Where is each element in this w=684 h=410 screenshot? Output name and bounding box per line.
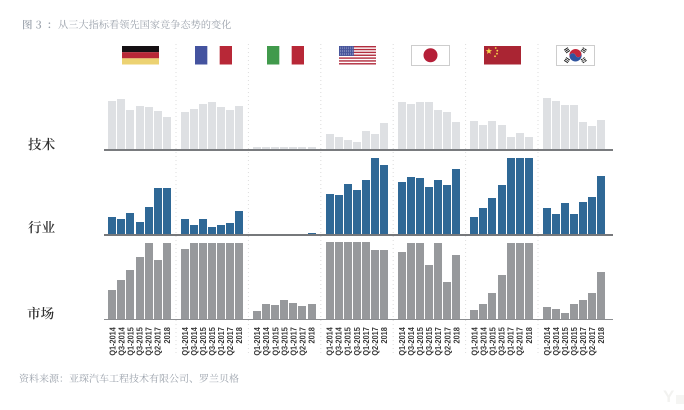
- svg-text:Q1-2014: Q1-2014: [398, 326, 407, 355]
- svg-text:Q3-2015: Q3-2015: [353, 327, 362, 355]
- svg-text:Q3-2015: Q3-2015: [570, 327, 579, 355]
- svg-text:Q1-2014: Q1-2014: [470, 326, 479, 355]
- svg-text:Q3-2014: Q3-2014: [262, 326, 271, 355]
- svg-text:Q1-2015: Q1-2015: [488, 327, 497, 355]
- svg-text:Q1-2017: Q1-2017: [506, 327, 515, 355]
- svg-text:Q3-2015: Q3-2015: [425, 327, 434, 355]
- svg-text:Q3-2015: Q3-2015: [280, 327, 289, 355]
- svg-text:2018: 2018: [163, 327, 172, 343]
- svg-text:Q2-2017: Q2-2017: [588, 327, 597, 355]
- svg-text:Q1-2015: Q1-2015: [343, 327, 352, 355]
- svg-text:Q1-2015: Q1-2015: [126, 327, 135, 355]
- svg-text:2018: 2018: [525, 327, 534, 343]
- svg-text:Q3-2014: Q3-2014: [190, 326, 199, 355]
- svg-text:Q1-2014: Q1-2014: [181, 326, 190, 355]
- svg-text:Q1-2015: Q1-2015: [416, 327, 425, 355]
- svg-text:Q3-2014: Q3-2014: [117, 326, 126, 355]
- svg-text:Q3-2014: Q3-2014: [479, 326, 488, 355]
- svg-text:Q3-2014: Q3-2014: [407, 326, 416, 355]
- svg-text:Q3-2015: Q3-2015: [135, 327, 144, 355]
- svg-text:Q1-2017: Q1-2017: [579, 327, 588, 355]
- svg-text:Q1-2014: Q1-2014: [108, 326, 117, 355]
- svg-text:2018: 2018: [307, 327, 316, 343]
- svg-text:2018: 2018: [597, 327, 606, 343]
- svg-text:Q3-2015: Q3-2015: [208, 327, 217, 355]
- svg-text:2018: 2018: [235, 327, 244, 343]
- svg-text:2018: 2018: [452, 327, 461, 343]
- svg-text:Q1-2014: Q1-2014: [543, 326, 552, 355]
- svg-text:Q1-2015: Q1-2015: [271, 327, 280, 355]
- svg-text:Q3-2014: Q3-2014: [334, 326, 343, 355]
- svg-text:Q2-2017: Q2-2017: [298, 327, 307, 355]
- svg-text:Q1-2014: Q1-2014: [253, 326, 262, 355]
- svg-text:Q2-2017: Q2-2017: [515, 327, 524, 355]
- svg-text:Q1-2017: Q1-2017: [362, 327, 371, 355]
- svg-text:Q2-2017: Q2-2017: [153, 327, 162, 355]
- svg-text:Q3-2014: Q3-2014: [552, 326, 561, 355]
- svg-text:Q2-2017: Q2-2017: [226, 327, 235, 355]
- svg-text:Q1-2014: Q1-2014: [325, 326, 334, 355]
- svg-text:Q2-2017: Q2-2017: [371, 327, 380, 355]
- svg-text:Q1-2017: Q1-2017: [289, 327, 298, 355]
- svg-text:Q2-2017: Q2-2017: [443, 327, 452, 355]
- svg-text:Q1-2017: Q1-2017: [217, 327, 226, 355]
- svg-text:Q1-2017: Q1-2017: [434, 327, 443, 355]
- svg-text:Q1-2017: Q1-2017: [144, 327, 153, 355]
- svg-text:2018: 2018: [380, 327, 389, 343]
- svg-text:Q1-2015: Q1-2015: [199, 327, 208, 355]
- svg-text:Q1-2015: Q1-2015: [561, 327, 570, 355]
- svg-text:Q3-2015: Q3-2015: [497, 327, 506, 355]
